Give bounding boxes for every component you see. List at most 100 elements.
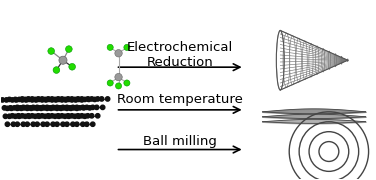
Circle shape — [45, 106, 49, 111]
Circle shape — [11, 122, 15, 126]
Circle shape — [37, 114, 41, 118]
Circle shape — [68, 106, 72, 110]
Circle shape — [59, 106, 63, 111]
Circle shape — [15, 106, 20, 111]
Circle shape — [62, 106, 66, 110]
Circle shape — [31, 105, 35, 110]
Circle shape — [67, 114, 71, 118]
Circle shape — [44, 98, 48, 102]
Circle shape — [29, 106, 33, 111]
Circle shape — [65, 105, 69, 110]
Circle shape — [38, 106, 42, 110]
Circle shape — [48, 106, 52, 110]
Circle shape — [45, 122, 49, 126]
Circle shape — [86, 114, 90, 118]
Circle shape — [76, 114, 80, 118]
Circle shape — [13, 97, 18, 102]
Circle shape — [19, 106, 23, 111]
Circle shape — [17, 97, 21, 102]
Circle shape — [24, 98, 29, 102]
Circle shape — [12, 106, 17, 110]
Circle shape — [23, 97, 27, 102]
Circle shape — [30, 97, 34, 101]
Circle shape — [40, 97, 44, 101]
Circle shape — [71, 122, 75, 126]
Circle shape — [57, 97, 61, 102]
Circle shape — [53, 67, 60, 73]
Circle shape — [76, 97, 80, 101]
Circle shape — [100, 105, 105, 110]
Circle shape — [21, 105, 26, 110]
Circle shape — [15, 122, 20, 126]
Circle shape — [75, 122, 79, 126]
Circle shape — [105, 97, 110, 101]
Circle shape — [27, 114, 32, 118]
Circle shape — [41, 105, 45, 110]
Circle shape — [10, 114, 15, 118]
Circle shape — [70, 97, 74, 101]
Circle shape — [13, 114, 18, 118]
Circle shape — [25, 106, 29, 111]
Circle shape — [72, 106, 76, 110]
Circle shape — [86, 97, 90, 101]
Circle shape — [75, 106, 79, 111]
Circle shape — [5, 122, 9, 126]
Circle shape — [60, 98, 64, 102]
Circle shape — [96, 114, 100, 118]
Circle shape — [59, 56, 67, 64]
Circle shape — [25, 105, 29, 110]
Circle shape — [48, 48, 55, 54]
Circle shape — [43, 114, 47, 118]
Circle shape — [60, 97, 64, 101]
Circle shape — [31, 122, 35, 126]
Circle shape — [50, 114, 54, 118]
Circle shape — [26, 114, 30, 118]
Circle shape — [70, 98, 74, 102]
Circle shape — [83, 97, 87, 102]
Circle shape — [26, 97, 30, 101]
Circle shape — [115, 83, 121, 89]
Circle shape — [80, 105, 85, 110]
Circle shape — [30, 114, 34, 118]
Circle shape — [52, 106, 56, 110]
Circle shape — [96, 97, 100, 101]
Circle shape — [70, 114, 74, 118]
Circle shape — [67, 97, 71, 102]
Circle shape — [21, 122, 26, 126]
Text: Room temperature: Room temperature — [117, 93, 243, 106]
Circle shape — [80, 97, 84, 101]
Circle shape — [18, 106, 23, 110]
Circle shape — [55, 106, 59, 111]
Circle shape — [22, 106, 26, 110]
Circle shape — [60, 114, 64, 118]
Circle shape — [53, 97, 57, 102]
Circle shape — [45, 105, 49, 110]
Circle shape — [7, 97, 12, 102]
Circle shape — [80, 114, 84, 118]
Circle shape — [115, 73, 122, 81]
Circle shape — [36, 114, 40, 118]
Circle shape — [41, 122, 45, 126]
Circle shape — [56, 114, 60, 118]
Circle shape — [2, 106, 7, 110]
Circle shape — [65, 122, 69, 126]
Circle shape — [34, 98, 38, 102]
Circle shape — [91, 122, 95, 126]
Circle shape — [88, 106, 92, 110]
Circle shape — [91, 105, 95, 110]
Circle shape — [73, 114, 77, 118]
Circle shape — [4, 98, 9, 102]
Circle shape — [47, 114, 51, 118]
Circle shape — [69, 63, 76, 70]
Circle shape — [35, 105, 39, 110]
Circle shape — [80, 122, 85, 126]
Circle shape — [23, 114, 27, 118]
Circle shape — [20, 97, 24, 101]
Text: Ball milling: Ball milling — [143, 135, 217, 148]
Circle shape — [33, 114, 37, 118]
Circle shape — [51, 105, 55, 110]
Circle shape — [49, 106, 53, 111]
Circle shape — [55, 122, 59, 126]
Circle shape — [74, 98, 78, 102]
Circle shape — [9, 106, 14, 111]
